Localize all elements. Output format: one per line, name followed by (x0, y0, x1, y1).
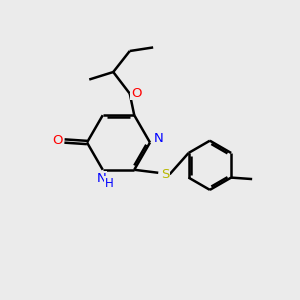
Text: N: N (154, 132, 163, 146)
Text: S: S (161, 168, 169, 181)
Text: O: O (53, 134, 63, 148)
Text: H: H (105, 177, 114, 190)
Text: N: N (96, 172, 106, 185)
Text: O: O (131, 86, 142, 100)
